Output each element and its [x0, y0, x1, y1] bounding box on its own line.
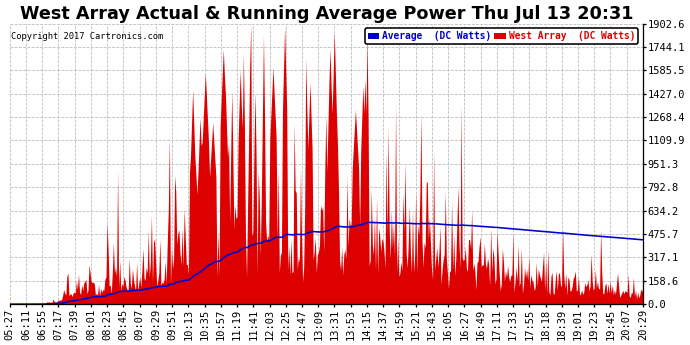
Text: Copyright 2017 Cartronics.com: Copyright 2017 Cartronics.com	[11, 32, 164, 41]
Title: West Array Actual & Running Average Power Thu Jul 13 20:31: West Array Actual & Running Average Powe…	[19, 5, 633, 23]
Legend: Average  (DC Watts), West Array  (DC Watts): Average (DC Watts), West Array (DC Watts…	[365, 28, 638, 44]
